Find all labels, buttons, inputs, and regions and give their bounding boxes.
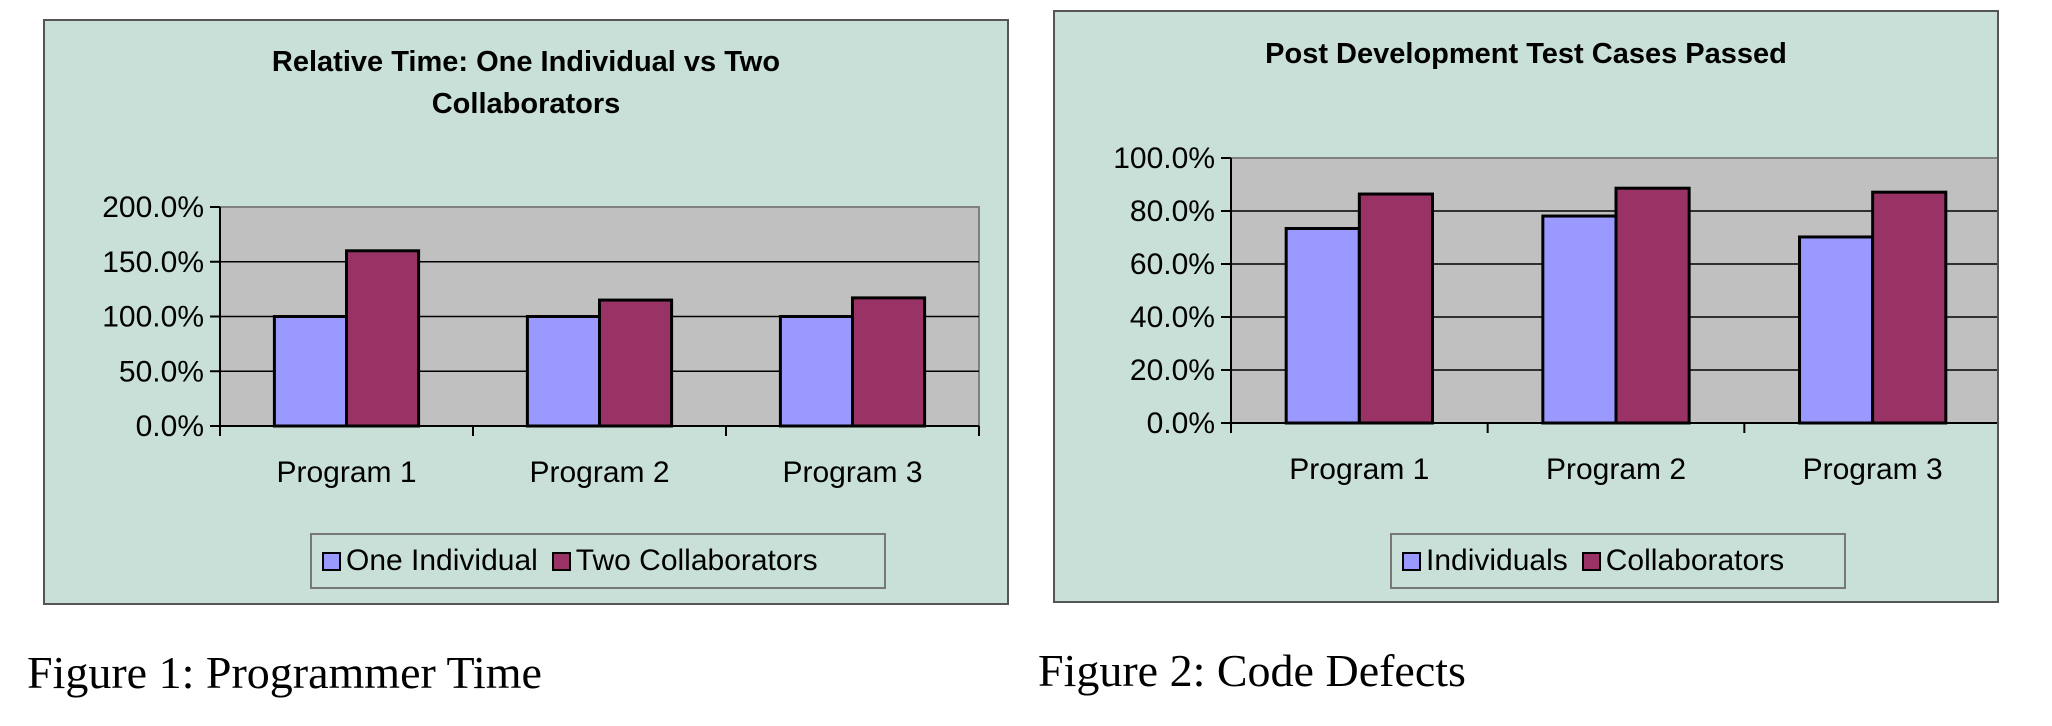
bar-two-collaborators xyxy=(851,296,927,428)
chart-title: Relative Time: One Individual vs Two Col… xyxy=(45,41,1007,125)
y-tick-label: 0.0% xyxy=(1147,407,1215,440)
y-tick-label: 20.0% xyxy=(1130,354,1215,387)
bar-one-individual xyxy=(272,315,349,428)
y-tick-label: 60.0% xyxy=(1130,248,1215,281)
y-tick-label: 50.0% xyxy=(119,355,204,388)
legend-swatch xyxy=(1581,551,1601,571)
bar-collaborators xyxy=(1614,186,1691,425)
figure-caption-1: Figure 1: Programmer Time xyxy=(27,647,542,698)
bar-collaborators xyxy=(1871,190,1948,425)
legend-label: One Individual xyxy=(346,544,538,577)
x-tick-label: Program 1 xyxy=(276,456,416,489)
bar-one-individual xyxy=(525,315,601,428)
x-tick-label: Program 2 xyxy=(529,456,669,489)
y-tick-label: 100.0% xyxy=(102,301,204,334)
bar-individuals xyxy=(1284,226,1361,425)
legend-label: Individuals xyxy=(1426,544,1568,577)
bar-collaborators xyxy=(1357,192,1434,425)
bar-chart-svg: 0.0% 50.0% 100.0% 150.0% 200.0% Program 1 Prog… xyxy=(102,191,980,489)
bar-individuals xyxy=(1541,214,1618,425)
figure-caption-2: Figure 2: Code Defects xyxy=(1038,645,1466,696)
legend-item: One Individual xyxy=(322,544,538,578)
bar-two-collaborators xyxy=(345,249,421,428)
chart-legend: One Individual Two Collaborators xyxy=(310,533,886,589)
legend-item: Two Collaborators xyxy=(551,544,818,578)
y-tick-label: 40.0% xyxy=(1130,301,1215,334)
bar-two-collaborators xyxy=(598,298,674,428)
y-tick-label: 100.0% xyxy=(1113,142,1215,175)
y-tick-label: 150.0% xyxy=(102,246,204,279)
legend-item: Collaborators xyxy=(1581,544,1785,578)
legend-swatch xyxy=(1402,551,1421,571)
x-tick-label: Program 2 xyxy=(1546,453,1686,486)
chart-title: Post Development Test Cases Passed xyxy=(1055,33,1997,75)
legend-swatch xyxy=(551,551,571,571)
x-tick-label: Program 3 xyxy=(1803,453,1943,486)
legend-label: Collaborators xyxy=(1605,544,1785,577)
y-tick-label: 80.0% xyxy=(1130,195,1215,228)
y-tick-label: 0.0% xyxy=(136,410,204,443)
y-tick-label: 200.0% xyxy=(102,191,204,224)
bar-chart-svg: 0.0% 20.0% 40.0% 60.0% 80.0% 100.0% Program 1 P… xyxy=(1113,142,1997,486)
bar-one-individual xyxy=(778,315,855,428)
chart-test-cases-passed: Post Development Test Cases Passed 0.0% 2… xyxy=(1053,10,1999,603)
x-tick-label: Program 1 xyxy=(1289,453,1429,486)
chart-legend: Individuals Collaborators xyxy=(1390,533,1846,589)
legend-item: Individuals xyxy=(1402,544,1568,578)
legend-swatch xyxy=(322,551,341,571)
legend-label: Two Collaborators xyxy=(575,544,818,577)
chart-title-line: Collaborators xyxy=(431,88,621,120)
chart-title-line: Post Development Test Cases Passed xyxy=(1265,38,1787,70)
x-tick-label: Program 3 xyxy=(782,456,922,489)
chart-title-line: Relative Time: One Individual vs Two xyxy=(271,46,781,78)
chart-relative-time: Relative Time: One Individual vs Two Col… xyxy=(43,19,1009,605)
bar-individuals xyxy=(1798,235,1875,425)
